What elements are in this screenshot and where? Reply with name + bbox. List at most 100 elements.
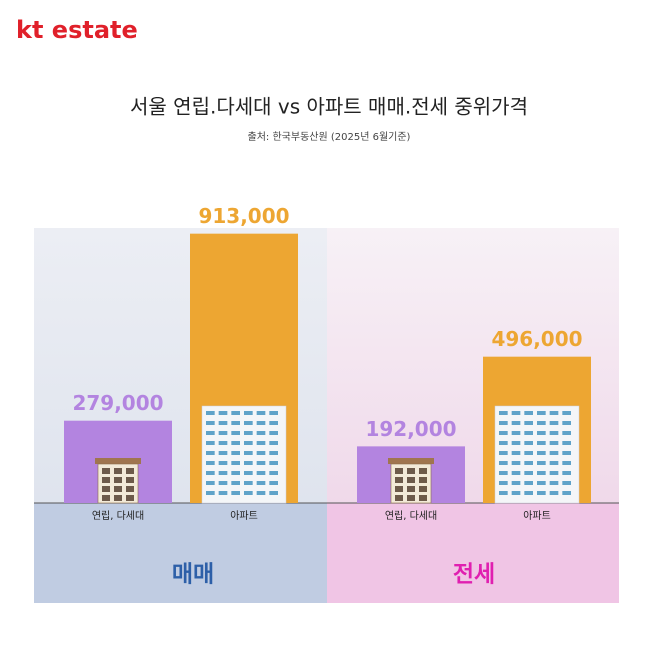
building-window: [499, 441, 508, 445]
building-window: [218, 451, 228, 455]
building-window: [499, 481, 508, 485]
building-window: [269, 461, 278, 465]
building-window: [562, 451, 571, 455]
house-window: [419, 468, 427, 474]
building-window: [218, 431, 228, 435]
building-window: [549, 471, 559, 475]
building-window: [256, 461, 266, 465]
building-window: [499, 411, 508, 415]
brand-logo: kt estate: [16, 16, 138, 44]
house-window: [114, 468, 122, 474]
building-window: [549, 411, 559, 415]
building-window: [218, 411, 228, 415]
value-label: 913,000: [198, 204, 289, 228]
building-window: [562, 481, 571, 485]
building-window: [256, 421, 266, 425]
panel-label: 매매: [172, 562, 214, 588]
building-window: [206, 411, 215, 415]
house-window: [102, 477, 110, 483]
building-window: [562, 431, 571, 435]
building-window: [537, 471, 546, 475]
building-window: [511, 451, 521, 455]
building-window: [269, 431, 278, 435]
building-window: [256, 491, 266, 495]
panel-label: 전세: [453, 562, 495, 588]
building-window: [511, 471, 521, 475]
building-window: [244, 471, 253, 475]
building-window: [562, 471, 571, 475]
house-window: [102, 468, 110, 474]
panel-footer: [34, 503, 327, 603]
building-window: [524, 441, 533, 445]
building-window: [269, 481, 278, 485]
category-label: 아파트: [523, 510, 551, 522]
building-window: [244, 441, 253, 445]
building-window: [499, 451, 508, 455]
building-window: [269, 441, 278, 445]
building-window: [231, 421, 240, 425]
house-window: [395, 495, 403, 501]
building-window: [537, 481, 546, 485]
house-window: [126, 468, 134, 474]
building-window: [256, 411, 266, 415]
building-window: [524, 461, 533, 465]
panel-footer: [327, 503, 619, 603]
building-window: [206, 471, 215, 475]
house-window: [395, 477, 403, 483]
house-window: [419, 486, 427, 492]
house-window: [114, 477, 122, 483]
source: 출처: 한국부동산원 (2025년 6월기준): [248, 131, 411, 143]
house-window: [407, 468, 415, 474]
building-window: [524, 481, 533, 485]
building-window: [537, 491, 546, 495]
building-window: [499, 421, 508, 425]
building-window: [218, 471, 228, 475]
building-window: [206, 481, 215, 485]
value-label: 279,000: [72, 391, 163, 415]
building-window: [231, 471, 240, 475]
building-window: [549, 441, 559, 445]
building-window: [499, 471, 508, 475]
building-window: [549, 491, 559, 495]
title: 서울 연립.다세대 vs 아파트 매매.전세 중위가격: [130, 95, 528, 119]
building-window: [537, 441, 546, 445]
building-window: [256, 481, 266, 485]
building-window: [511, 441, 521, 445]
house-window: [102, 486, 110, 492]
building-window: [244, 431, 253, 435]
building-window: [524, 421, 533, 425]
house-roof: [388, 458, 434, 464]
building-window: [537, 411, 546, 415]
house-window: [126, 495, 134, 501]
building-window: [218, 421, 228, 425]
building-window: [524, 411, 533, 415]
house-window: [126, 477, 134, 483]
house-window: [419, 495, 427, 501]
value-label: 496,000: [491, 327, 582, 351]
building-window: [499, 461, 508, 465]
building-window: [218, 461, 228, 465]
building-window: [256, 451, 266, 455]
building-window: [206, 441, 215, 445]
building-window: [511, 461, 521, 465]
building-window: [537, 431, 546, 435]
building-window: [499, 491, 508, 495]
building-window: [269, 491, 278, 495]
building-window: [562, 411, 571, 415]
house-window: [395, 468, 403, 474]
building-window: [511, 481, 521, 485]
building-window: [511, 411, 521, 415]
building-window: [562, 441, 571, 445]
building-window: [244, 451, 253, 455]
building-window: [256, 431, 266, 435]
building-window: [206, 461, 215, 465]
building-window: [537, 461, 546, 465]
house-roof: [95, 458, 141, 464]
building-window: [244, 491, 253, 495]
building-window: [244, 421, 253, 425]
building-window: [549, 451, 559, 455]
building-window: [562, 461, 571, 465]
building-window: [269, 451, 278, 455]
building-window: [524, 491, 533, 495]
